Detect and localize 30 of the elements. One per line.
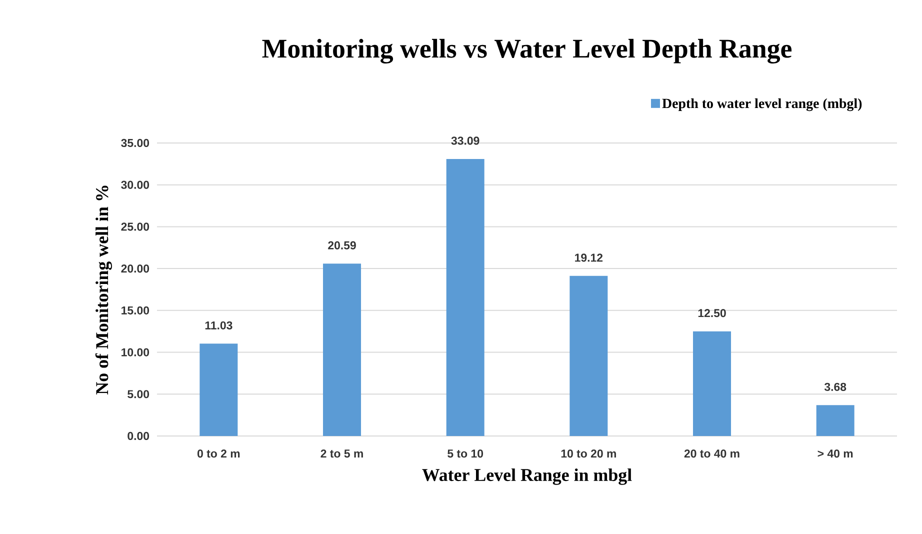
y-tick-label: 5.00 (128, 390, 150, 398)
y-tick-label: 30.00 (121, 180, 150, 189)
y-tick-label: 10.00 (122, 348, 150, 356)
data-label: 19.12 (575, 254, 603, 262)
bar (570, 276, 608, 436)
x-tick-label: 5 to 10 (448, 450, 484, 458)
data-label: 20.59 (328, 241, 356, 250)
x-tick-label: 20 to 40 m (684, 450, 740, 458)
legend-label: Depth to water level range (mbgl) (662, 98, 862, 112)
data-label: 33.09 (451, 136, 480, 145)
x-tick-label: 0 to 2 m (197, 450, 240, 458)
y-axis-title: No of Monitoring well in % (95, 186, 112, 394)
x-tick-label: 2 to 5 m (320, 450, 363, 458)
x-tick-label: 10 to 20 m (561, 450, 616, 458)
y-tick-label: 25.00 (121, 222, 150, 231)
bar (323, 264, 362, 436)
x-tick-label: > 40 m (818, 450, 853, 458)
bar (200, 344, 238, 436)
data-label: 12.50 (698, 309, 726, 318)
chart-title: Monitoring wells vs Water Level Depth Range (262, 38, 792, 64)
bar (816, 405, 854, 436)
bar (446, 158, 484, 436)
data-label: 11.03 (205, 321, 232, 330)
y-tick-label: 0.00 (128, 432, 150, 440)
y-tick-label: 20.00 (121, 264, 150, 273)
data-label: 3.68 (824, 382, 846, 391)
bar (693, 331, 732, 436)
y-tick-label: 35.00 (121, 138, 150, 148)
y-tick-label: 15.00 (122, 306, 150, 314)
x-axis-title: Water Level Range in mbgl (422, 468, 632, 485)
